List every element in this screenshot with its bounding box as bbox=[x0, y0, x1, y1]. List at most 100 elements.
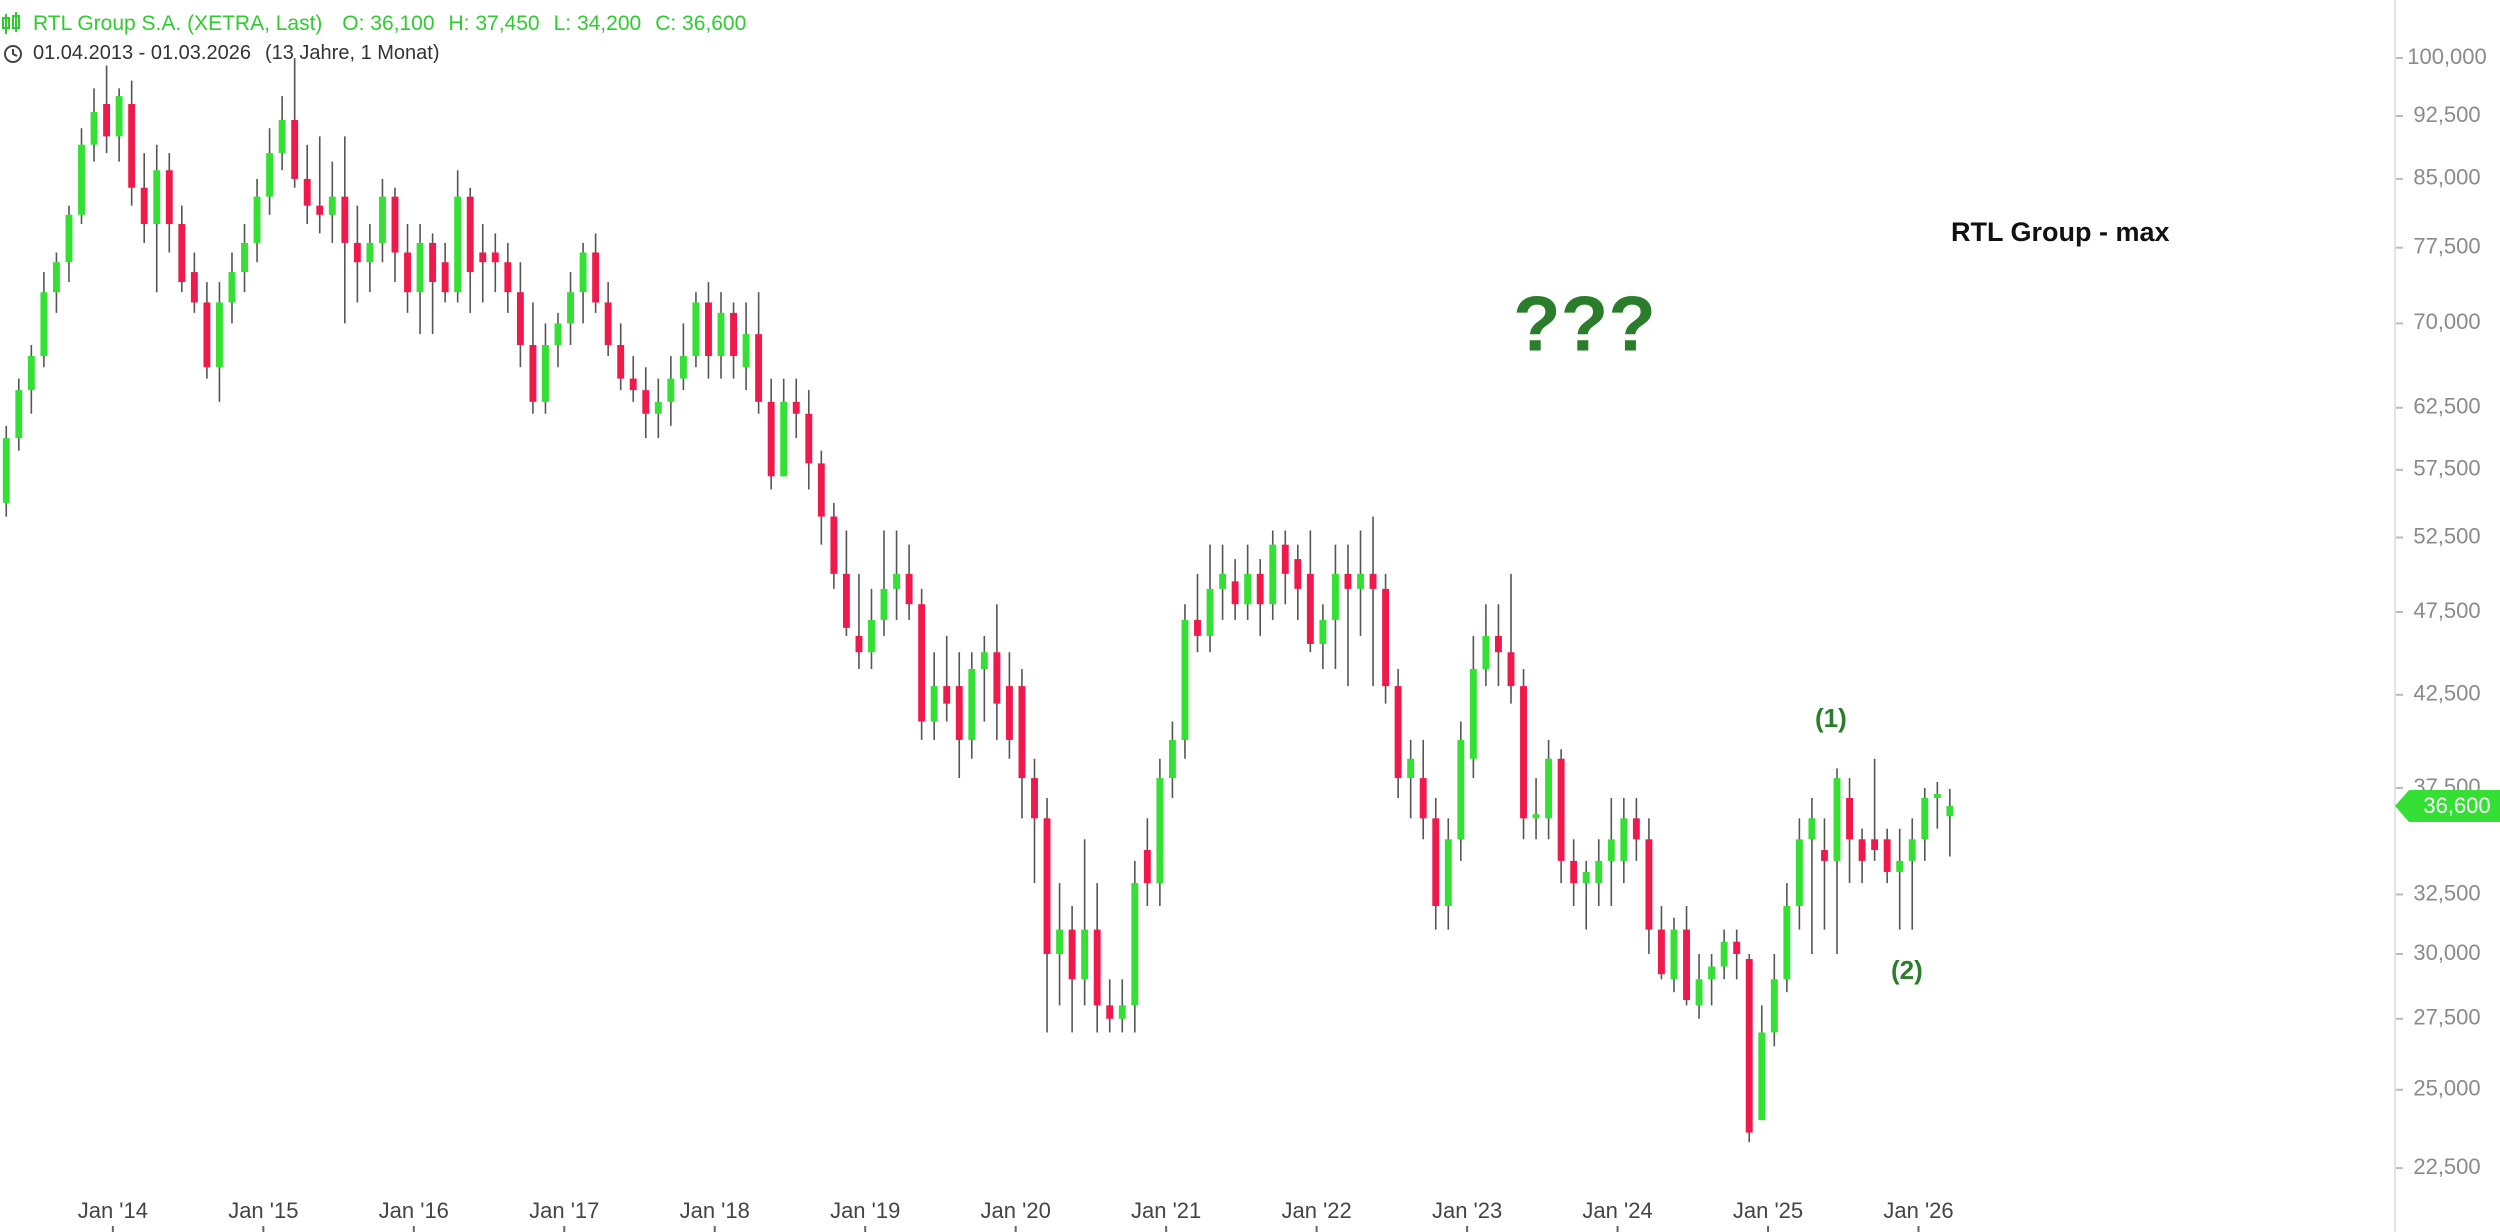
candle-body bbox=[278, 120, 286, 154]
candle-body bbox=[90, 111, 98, 145]
candle-body bbox=[1031, 778, 1038, 819]
candle-body bbox=[1946, 806, 1954, 817]
candle-body bbox=[404, 252, 411, 293]
header-item: L: 34,200 bbox=[554, 12, 642, 35]
candle-body bbox=[1683, 929, 1690, 1001]
candle-body bbox=[717, 312, 725, 357]
candle-body bbox=[241, 242, 248, 273]
header-item: C: 36,600 bbox=[655, 12, 746, 35]
candle-body bbox=[1821, 850, 1828, 861]
candle-body bbox=[1369, 573, 1377, 589]
candle-body bbox=[1720, 941, 1728, 967]
candle-body bbox=[178, 224, 186, 283]
candle-body bbox=[1156, 778, 1164, 884]
y-tick-label: 47,500 bbox=[2413, 598, 2480, 623]
candle-body bbox=[466, 196, 474, 273]
candle-body bbox=[1494, 635, 1502, 653]
candle-body bbox=[817, 463, 825, 517]
candle-body bbox=[780, 401, 788, 477]
candle-body bbox=[1770, 979, 1778, 1033]
candle-body bbox=[1457, 739, 1465, 840]
duration: (13 Jahre, 1 Monat) bbox=[265, 42, 440, 64]
candle-body bbox=[353, 242, 361, 263]
candle-body bbox=[303, 178, 311, 206]
candle-body bbox=[1658, 929, 1665, 975]
candle-body bbox=[1921, 797, 1929, 840]
candle-body bbox=[742, 334, 750, 368]
instrument-name: RTL Group S.A. (XETRA, Last) bbox=[33, 12, 322, 35]
candle-body bbox=[115, 96, 123, 137]
candle-body bbox=[1758, 1032, 1766, 1121]
candle-body bbox=[679, 356, 687, 379]
candle-body bbox=[65, 214, 73, 263]
x-tick-label: Jan '21 bbox=[1131, 1198, 1201, 1223]
candle-body bbox=[1444, 839, 1452, 906]
candle-body bbox=[1294, 559, 1302, 589]
y-tick-label: 85,000 bbox=[2413, 165, 2480, 190]
x-tick-label: Jan '23 bbox=[1432, 1198, 1502, 1223]
candle-body bbox=[1168, 739, 1176, 779]
header-icon bbox=[2, 12, 20, 34]
candle-body bbox=[203, 302, 211, 368]
candle-body bbox=[1695, 979, 1703, 1006]
y-tick-label: 52,500 bbox=[2413, 523, 2480, 548]
candle-body bbox=[529, 344, 537, 402]
candle-body bbox=[629, 378, 637, 391]
candle-body bbox=[1269, 544, 1277, 605]
candle-body bbox=[1106, 1005, 1114, 1019]
x-tick-label: Jan '15 bbox=[228, 1198, 298, 1223]
candle-body bbox=[767, 401, 775, 477]
candle-body bbox=[1432, 818, 1440, 906]
x-tick-label: Jan '19 bbox=[830, 1198, 900, 1223]
candle-body bbox=[491, 252, 499, 263]
candle-body bbox=[40, 292, 48, 357]
candle-body bbox=[1557, 758, 1565, 861]
candle-body bbox=[617, 344, 625, 379]
x-tick-label: Jan '14 bbox=[78, 1198, 148, 1223]
candle-body bbox=[730, 312, 737, 357]
date-range: 01.04.2013 - 01.03.2026 bbox=[33, 42, 251, 64]
candle-body bbox=[805, 413, 813, 464]
candle-body bbox=[1482, 635, 1490, 669]
candle-body bbox=[880, 588, 888, 620]
candle-body bbox=[1419, 778, 1427, 819]
y-tick-label: 77,500 bbox=[2413, 233, 2480, 258]
candle-body bbox=[1306, 573, 1314, 645]
candle-body bbox=[1545, 758, 1553, 819]
candle-body bbox=[1632, 818, 1640, 840]
candle-body bbox=[1620, 818, 1628, 861]
annotation-title: RTL Group - max bbox=[1951, 217, 2170, 247]
candle-body bbox=[1783, 905, 1791, 980]
candle-body bbox=[792, 401, 800, 414]
header-line: RTL Group S.A. (XETRA, Last) O: 36,100 H:… bbox=[33, 12, 746, 35]
y-tick-label: 100,000 bbox=[2407, 44, 2487, 69]
candle-body bbox=[215, 302, 223, 368]
candle-body bbox=[1118, 1005, 1126, 1019]
candle-body bbox=[968, 668, 976, 740]
candle-body bbox=[416, 242, 424, 293]
candle-body bbox=[1181, 619, 1189, 740]
candle-body bbox=[128, 104, 136, 188]
x-tick-label: Jan '18 bbox=[680, 1198, 750, 1223]
candle-body bbox=[1532, 814, 1540, 819]
candle-body bbox=[993, 652, 1001, 704]
y-tick-label: 27,500 bbox=[2413, 1005, 2480, 1030]
candle-body bbox=[378, 196, 386, 243]
candle-body bbox=[1319, 619, 1327, 645]
candle-body bbox=[1858, 839, 1866, 861]
candle-body bbox=[1068, 929, 1076, 980]
candle-body bbox=[140, 187, 148, 225]
candle-body bbox=[1808, 818, 1816, 840]
candle-body bbox=[441, 262, 449, 293]
candle-body bbox=[316, 205, 324, 215]
candle-body bbox=[855, 635, 863, 653]
candle-body bbox=[542, 344, 549, 402]
candle-body bbox=[1281, 544, 1289, 574]
candle-body bbox=[1846, 797, 1853, 840]
y-tick-label: 22,500 bbox=[2413, 1154, 2480, 1179]
candle-body bbox=[1344, 573, 1352, 589]
candle-body bbox=[604, 302, 612, 345]
candle-body bbox=[1871, 839, 1879, 851]
candle-body bbox=[567, 292, 574, 324]
